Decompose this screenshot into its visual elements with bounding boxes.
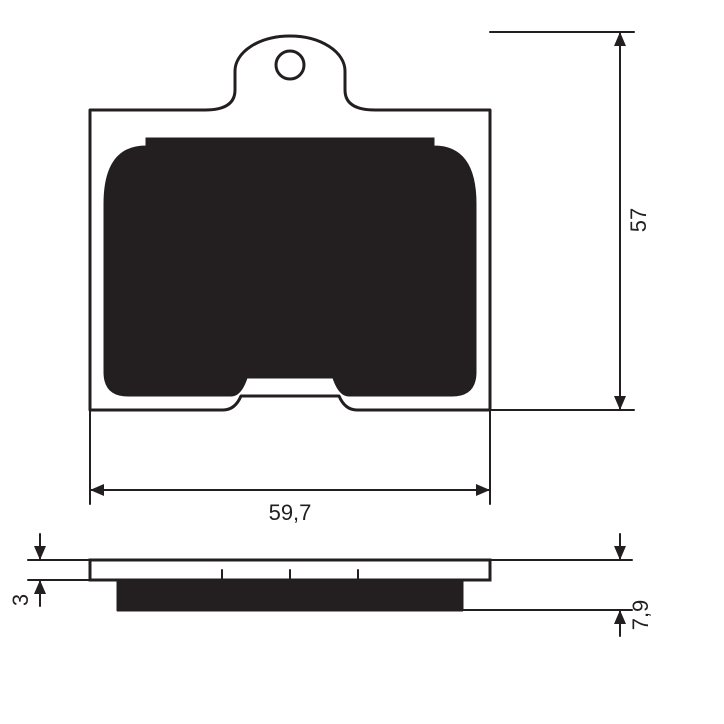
dim-width: 59,7 <box>269 500 312 525</box>
mounting-hole <box>276 51 304 79</box>
dim-plate-thk: 3 <box>8 594 33 606</box>
side-friction <box>118 580 462 610</box>
friction-material <box>104 138 476 396</box>
dim-total-thk: 7,9 <box>628 600 653 631</box>
dim-height: 57 <box>626 208 651 232</box>
